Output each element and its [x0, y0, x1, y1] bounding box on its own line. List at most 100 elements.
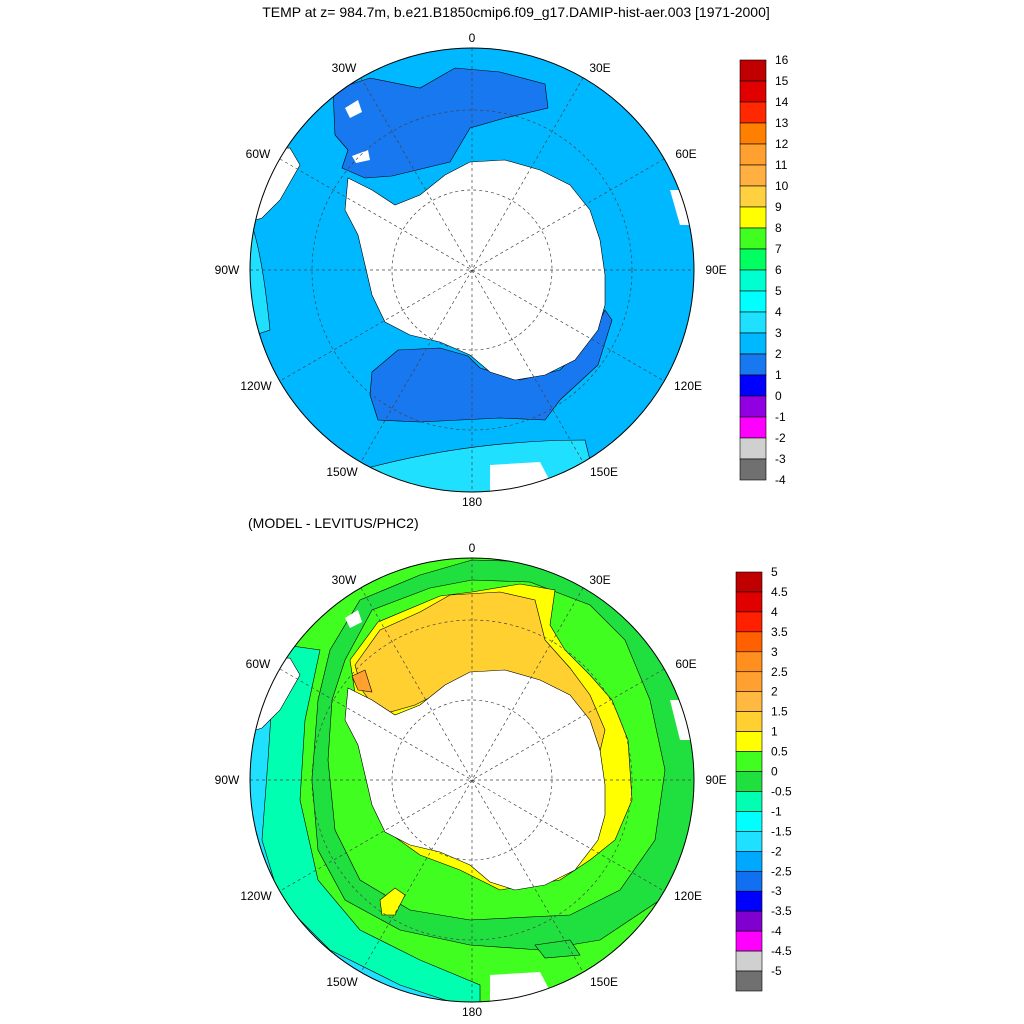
top-lon-30e: 30E	[589, 61, 610, 75]
bottom-colorbar-swatch	[735, 591, 763, 613]
top-colorbar-label: 14	[775, 95, 789, 109]
bottom-lon-150e: 150E	[590, 975, 618, 989]
top-lon-150e: 150E	[590, 465, 618, 479]
top-lon-90e: 90E	[705, 263, 726, 277]
bottom-colorbar-label: -4.5	[771, 944, 792, 958]
bottom-lon-30e: 30E	[589, 573, 610, 587]
bottom-colorbar-swatch	[735, 870, 763, 892]
top-colorbar-label: 4	[775, 305, 782, 319]
top-graticule	[250, 48, 694, 492]
bottom-colorbar-swatch	[735, 751, 763, 772]
bottom-island-south-georgia	[345, 610, 362, 628]
top-colorbar-swatch	[739, 290, 767, 313]
top-colorbar-label: 16	[775, 53, 789, 67]
bottom-colorbar-swatch	[735, 831, 763, 852]
top-map-border	[249, 47, 695, 493]
bottom-lon-0: 0	[469, 541, 476, 555]
top-lon-60w: 60W	[246, 147, 271, 161]
bottom-colorbar-swatch	[735, 651, 763, 673]
top-colorbar-swatch	[739, 374, 767, 397]
top-colorbar-swatch	[739, 248, 767, 271]
bottom-lon-90w: 90W	[215, 773, 240, 787]
bottom-colorbar-swatch	[735, 890, 763, 912]
top-lon-30w: 30W	[332, 61, 357, 75]
bottom-colorbar-swatch	[735, 950, 763, 972]
top-colorbar-swatch	[739, 101, 767, 124]
top-colorbar-label: 11	[775, 158, 788, 172]
bottom-colorbar-swatch	[735, 731, 763, 752]
bottom-map	[250, 558, 694, 1002]
bottom-lon-90e: 90E	[705, 773, 726, 787]
bottom-map-border	[249, 557, 695, 1003]
bottom-lon-60w: 60W	[246, 657, 271, 671]
top-longitude-labels: 0 30E 60E 90E 120E 150E 180 150W 120W 90…	[215, 31, 727, 509]
top-colorbar-swatch	[739, 227, 767, 250]
top-colorbar-swatch	[739, 416, 767, 439]
bottom-colorbar-label: 2	[771, 685, 778, 699]
top-colorbar-label: 7	[775, 242, 782, 256]
bottom-colorbar: 5 4.5 4 3.5 3 2.5 2 1.5 1 0.5 0 -0.5 -1 -1.5 -2 -2.5 -3 -…	[735, 565, 792, 992]
bottom-colorbar-label: -5	[771, 964, 782, 978]
bottom-colorbar-swatch	[735, 691, 763, 712]
top-field-2to3-atlantic	[332, 67, 549, 179]
top-field-2to3-ross	[369, 309, 613, 423]
top-island-south-georgia	[345, 100, 362, 118]
top-colorbar-label: 2	[775, 347, 782, 361]
top-panel: TEMP at z= 984.7m, b.e21.B1850cmip6.f09_…	[215, 4, 789, 509]
bottom-lon-120e: 120E	[674, 889, 702, 903]
top-colorbar-label: 3	[775, 326, 782, 340]
bottom-colorbar-label: 2.5	[771, 665, 788, 679]
bottom-colorbar-swatch	[735, 611, 763, 633]
top-lon-60e: 60E	[675, 147, 696, 161]
bottom-colorbar-swatch	[735, 631, 763, 653]
top-colorbar-label: -3	[775, 452, 786, 466]
bottom-field-2to2p5	[351, 669, 373, 693]
top-colorbar-swatch	[739, 143, 767, 166]
top-colorbar-label: 12	[775, 137, 789, 151]
bottom-colorbar-label: 0.5	[771, 745, 788, 759]
bottom-colorbar-swatch	[735, 671, 763, 693]
bottom-colorbar-label: 4	[771, 605, 778, 619]
bottom-colorbar-swatch	[735, 970, 763, 992]
top-colorbar-label: 5	[775, 284, 782, 298]
top-colorbar-swatch	[739, 395, 767, 418]
bottom-colorbar-label: -0.5	[771, 784, 792, 798]
bottom-panel: (MODEL - LEVITUS/PHC2)	[215, 515, 792, 1019]
top-map	[250, 48, 694, 492]
top-lon-150w: 150W	[326, 465, 358, 479]
top-lon-120e: 120E	[674, 379, 702, 393]
bottom-lon-180: 180	[462, 1005, 482, 1019]
bottom-colorbar-label: -1.5	[771, 824, 792, 838]
bottom-lon-30w: 30W	[332, 573, 357, 587]
bottom-lon-120w: 120W	[240, 889, 272, 903]
top-colorbar-label: 9	[775, 200, 782, 214]
top-colorbar-swatch	[739, 269, 767, 292]
bottom-colorbar-swatch	[735, 771, 763, 792]
bottom-lon-60e: 60E	[675, 657, 696, 671]
bottom-colorbar-label: -4	[771, 924, 782, 938]
bottom-field-neg0p5to0	[250, 639, 481, 1002]
top-lat-circle-160	[311, 109, 633, 431]
top-colorbar-swatch	[739, 353, 767, 376]
top-colorbar-label: -2	[775, 431, 786, 445]
bottom-colorbar-label: -2.5	[771, 864, 792, 878]
bottom-patch-green-east	[534, 939, 581, 959]
bottom-colorbar-label: 1	[771, 725, 778, 739]
bottom-title: (MODEL - LEVITUS/PHC2)	[248, 515, 419, 531]
top-colorbar-swatch	[739, 164, 767, 187]
top-colorbar-swatch	[739, 458, 767, 481]
top-colorbar-swatch	[739, 437, 767, 460]
bottom-colorbar-label: 3	[771, 645, 778, 659]
top-colorbar-swatch	[739, 80, 767, 103]
bottom-colorbar-swatch	[735, 571, 763, 593]
bottom-colorbar-label: 1.5	[771, 705, 788, 719]
top-colorbar-label: -1	[775, 410, 786, 424]
bottom-colorbar-swatch	[735, 711, 763, 732]
bottom-lon-150w: 150W	[326, 975, 358, 989]
bottom-colorbar-label: -1	[771, 804, 782, 818]
top-colorbar-label: -4	[775, 473, 786, 487]
top-colorbar-swatch	[739, 332, 767, 355]
top-title: TEMP at z= 984.7m, b.e21.B1850cmip6.f09_…	[262, 4, 770, 20]
